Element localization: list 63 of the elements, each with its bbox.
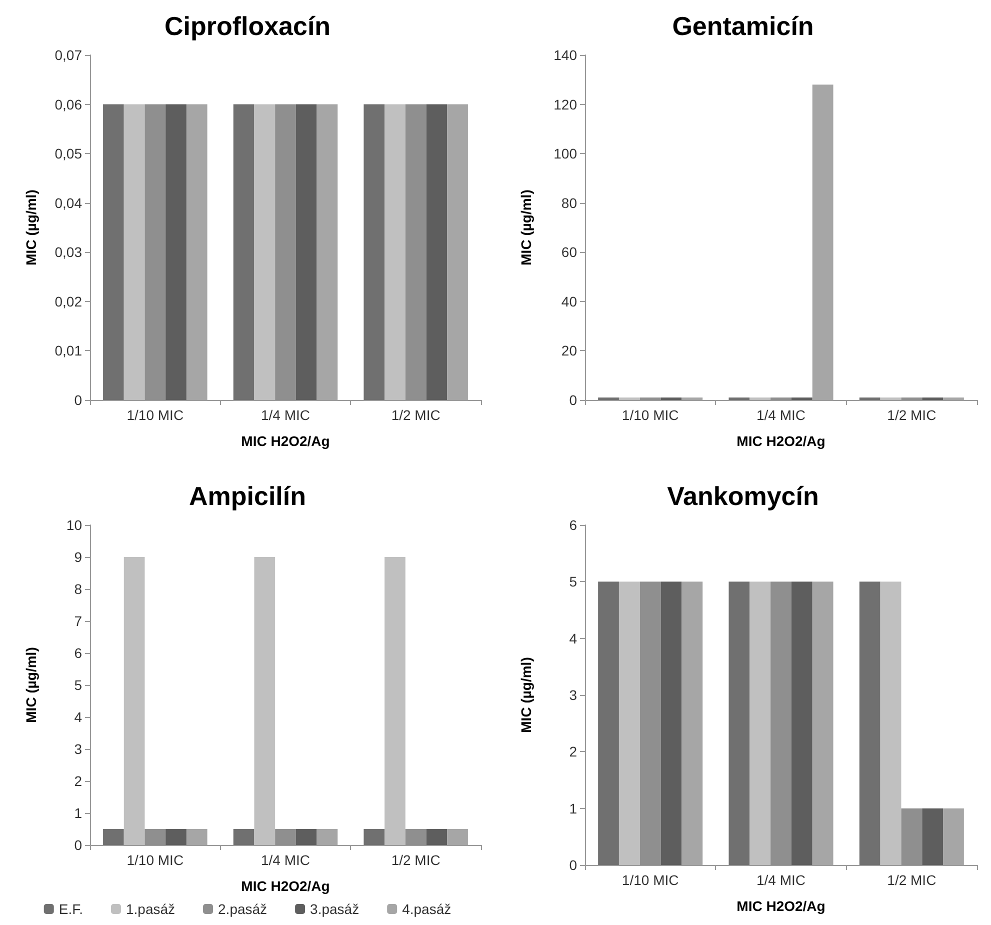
x-tick-label: 1/10 MIC bbox=[126, 407, 184, 423]
x-tick-label: 1/2 MIC bbox=[391, 407, 440, 423]
y-tick-label: 40 bbox=[561, 293, 578, 310]
y-tick-label: 0,04 bbox=[54, 194, 82, 211]
legend-label: 3.pasáž bbox=[310, 901, 360, 917]
y-tick-label: 3 bbox=[569, 687, 578, 703]
y-tick-label: 0 bbox=[569, 857, 578, 873]
y-axis-title: MIC (µg/ml) bbox=[23, 647, 39, 723]
y-tick-label: 1 bbox=[74, 805, 82, 821]
y-tick-label: 0,05 bbox=[54, 146, 82, 162]
y-tick-label: 100 bbox=[554, 146, 578, 162]
y-tick-label: 1 bbox=[569, 800, 578, 816]
y-tick-label: 0,03 bbox=[54, 244, 82, 260]
y-tick-label: 4 bbox=[569, 630, 578, 646]
y-tick-label: 4 bbox=[74, 709, 82, 725]
x-tick-label: 1/4 MIC bbox=[756, 407, 806, 423]
legend-label: 1.pasáž bbox=[126, 901, 176, 917]
y-axis-title: MIC (µg/ml) bbox=[23, 190, 39, 266]
y-tick-label: 140 bbox=[554, 47, 578, 63]
x-tick-label: 1/10 MIC bbox=[622, 407, 679, 423]
y-tick-label: 5 bbox=[569, 574, 578, 590]
x-tick-label: 1/4 MIC bbox=[260, 852, 310, 868]
y-axis-title: MIC (µg/ml) bbox=[518, 190, 534, 266]
x-tick-label: 1/4 MIC bbox=[260, 407, 310, 423]
y-tick-label: 6 bbox=[74, 645, 82, 661]
x-axis-title: MIC H2O2/Ag bbox=[241, 433, 330, 449]
x-axis-title: MIC H2O2/Ag bbox=[241, 878, 330, 894]
x-tick-label: 1/4 MIC bbox=[756, 872, 806, 888]
legend-label: 2.pasáž bbox=[218, 901, 268, 917]
y-tick-label: 10 bbox=[66, 517, 82, 533]
y-tick-label: 0,06 bbox=[54, 96, 82, 112]
y-tick-label: 5 bbox=[74, 677, 82, 693]
chart-title: Ciprofloxacín bbox=[164, 11, 331, 41]
x-tick-label: 1/10 MIC bbox=[126, 852, 184, 868]
legend-label: 4.pasáž bbox=[402, 901, 452, 917]
legend-label: E.F. bbox=[58, 901, 83, 917]
y-tick-label: 20 bbox=[561, 342, 578, 359]
y-tick-label: 80 bbox=[561, 194, 578, 211]
x-axis-title: MIC H2O2/Ag bbox=[736, 433, 826, 449]
x-tick-label: 1/2 MIC bbox=[391, 852, 440, 868]
y-axis-title: MIC (µg/ml) bbox=[518, 657, 534, 733]
y-tick-label: 60 bbox=[561, 244, 578, 260]
y-tick-label: 9 bbox=[74, 549, 82, 565]
x-tick-label: 1/10 MIC bbox=[622, 872, 679, 888]
y-tick-label: 120 bbox=[554, 96, 578, 112]
y-tick-label: 0,02 bbox=[54, 293, 82, 310]
y-tick-label: 2 bbox=[74, 773, 82, 789]
chart-title: Gentamicín bbox=[672, 11, 814, 41]
y-tick-label: 2 bbox=[569, 744, 578, 760]
x-tick-label: 1/2 MIC bbox=[887, 407, 936, 423]
y-tick-label: 0,01 bbox=[54, 342, 82, 359]
x-axis-title: MIC H2O2/Ag bbox=[736, 898, 826, 914]
y-tick-label: 0 bbox=[74, 392, 82, 408]
y-tick-label: 0 bbox=[74, 837, 82, 853]
y-tick-label: 0 bbox=[569, 392, 578, 408]
y-tick-label: 0,07 bbox=[54, 47, 82, 63]
chart-title: Vankomycín bbox=[667, 481, 819, 511]
y-tick-label: 7 bbox=[74, 613, 82, 629]
x-tick-label: 1/2 MIC bbox=[887, 872, 936, 888]
y-tick-label: 3 bbox=[74, 741, 82, 757]
chart-title: Ampicilín bbox=[188, 481, 306, 511]
y-tick-label: 6 bbox=[569, 517, 578, 533]
y-tick-label: 8 bbox=[74, 581, 82, 597]
